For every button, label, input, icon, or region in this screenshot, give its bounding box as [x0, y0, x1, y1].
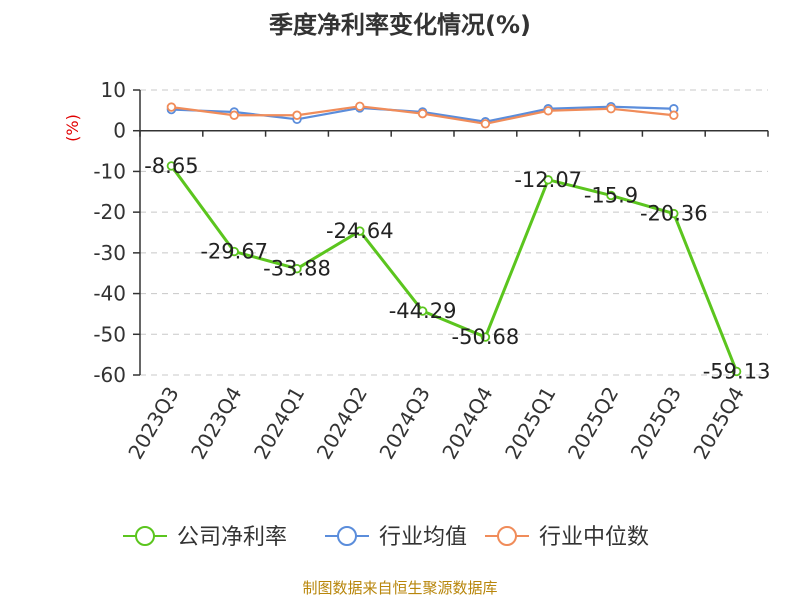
axes [133, 90, 768, 375]
data-label: -8.65 [144, 154, 198, 178]
data-label: -24.64 [326, 219, 394, 243]
y-tick-label: -50 [93, 322, 126, 346]
x-tick-label: 2025Q3 [626, 383, 686, 464]
data-point [230, 111, 238, 119]
legend-marker [498, 527, 516, 545]
x-tick-label: 2024Q3 [374, 383, 434, 464]
y-tick-labels: 10 0 -10 -20 -30 -40 -50 -60 [93, 78, 126, 387]
data-point [168, 103, 176, 111]
x-tick-labels: 2023Q3 2023Q4 2024Q1 2024Q2 2024Q3 2024Q4 2025… [123, 383, 749, 464]
x-tick-label: 2024Q1 [249, 383, 309, 464]
data-point [356, 102, 364, 110]
legend-label: 行业均值 [379, 525, 467, 550]
data-label: -15.9 [584, 183, 638, 207]
y-tick-label: -10 [93, 159, 126, 183]
data-labels: -8.65 -29.67-33.88 -24.64 -44.29-50.68 -12.0… [144, 154, 770, 384]
data-point [482, 120, 490, 128]
legend-label: 行业中位数 [539, 525, 649, 550]
data-label: -33.88 [263, 257, 331, 281]
data-point [607, 105, 615, 113]
y-tick-label: -20 [93, 200, 126, 224]
data-point [293, 111, 301, 119]
legend-marker [136, 527, 154, 545]
chart-title: 季度净利率变化情况(%) [269, 11, 531, 39]
data-point [419, 110, 427, 118]
y-tick-label: -30 [93, 241, 126, 265]
x-tick-label: 2023Q3 [123, 383, 183, 464]
x-tick-label: 2024Q4 [437, 383, 497, 464]
data-label: -44.29 [389, 299, 457, 323]
legend-marker [338, 527, 356, 545]
legend-label: 公司净利率 [177, 525, 287, 550]
data-point [670, 111, 678, 119]
y-tick-label: 10 [101, 78, 126, 102]
x-tick-label: 2025Q4 [688, 383, 748, 464]
source-note: 制图数据来自恒生聚源数据库 [302, 579, 497, 597]
x-tick-label: 2025Q2 [563, 383, 623, 464]
y-axis-label: (%) [63, 114, 82, 142]
y-tick-label: 0 [113, 119, 126, 143]
data-point [544, 107, 552, 115]
x-tick-label: 2024Q2 [312, 383, 372, 464]
legend: 公司净利率 行业均值 行业中位数 [123, 525, 649, 550]
x-tick-label: 2025Q1 [500, 383, 560, 464]
x-tick-label: 2023Q4 [186, 383, 246, 464]
data-label: -50.68 [452, 325, 520, 349]
data-label: -12.07 [514, 168, 582, 192]
y-tick-label: -60 [93, 363, 126, 387]
data-label: -20.36 [640, 202, 708, 226]
data-label: -29.67 [200, 240, 268, 264]
y-tick-label: -40 [93, 282, 126, 306]
data-label: -59.13 [703, 359, 771, 383]
